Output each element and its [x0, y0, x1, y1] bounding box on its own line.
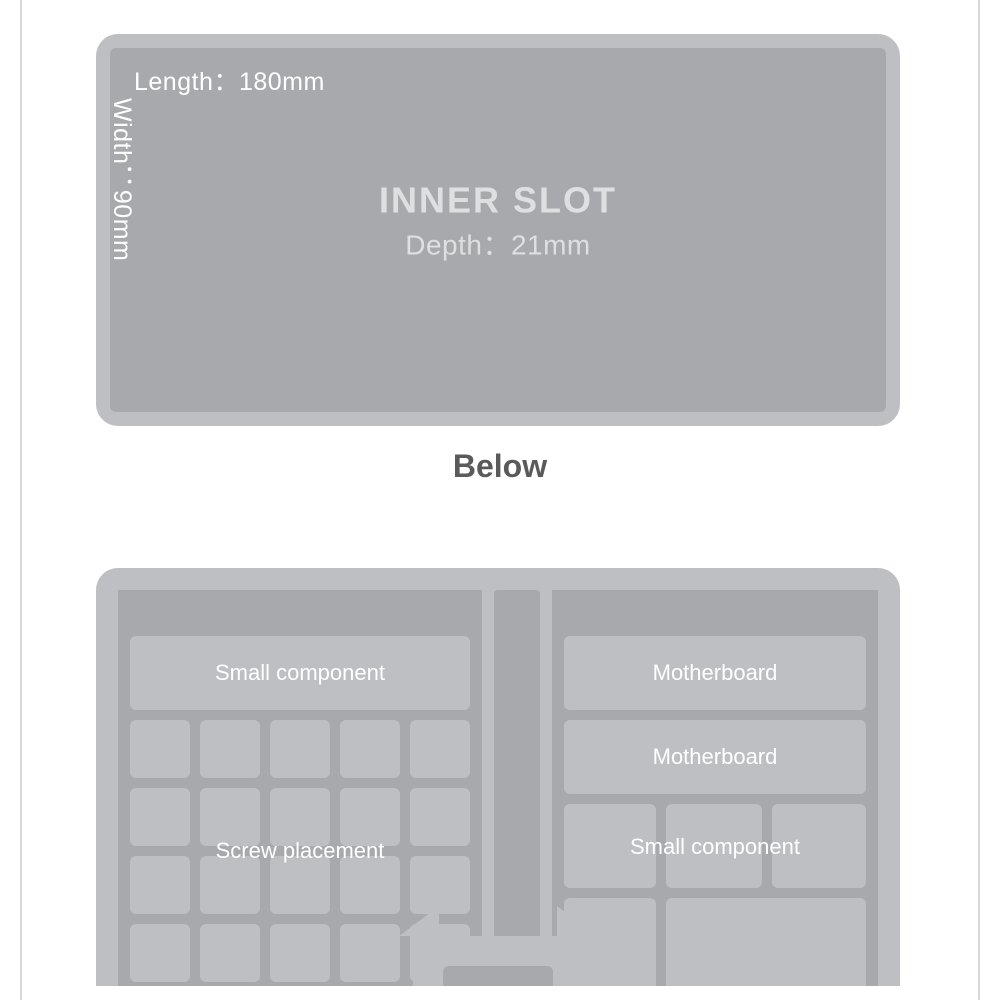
screw-cell [200, 924, 260, 982]
small-component-slot-left: Small component [130, 636, 470, 710]
inner-slot-center-text: INNER SLOT Depth：21mm [379, 180, 617, 264]
screw-cell [270, 720, 330, 778]
screw-cell [200, 788, 260, 846]
screw-cell [340, 924, 400, 982]
screw-cell [340, 856, 400, 914]
layout-center-divider-slot [494, 590, 540, 986]
bottom-slot-right-2 [666, 898, 866, 986]
screw-cell [340, 720, 400, 778]
inner-slot-panel-inner: Length：180mm Width：90mm INNER SLOT Depth… [110, 48, 886, 412]
screw-cell [130, 856, 190, 914]
screw-cell [130, 924, 190, 982]
screw-cell [410, 720, 470, 778]
screw-cell [130, 720, 190, 778]
small-component-slot-right-2 [666, 804, 762, 888]
inner-slot-panel-outer: Length：180mm Width：90mm INNER SLOT Depth… [96, 34, 900, 426]
screw-cell [130, 788, 190, 846]
screw-cell [270, 788, 330, 846]
motherboard-label-2: Motherboard [653, 744, 778, 770]
bottom-notch [413, 936, 583, 986]
depth-dimension-label: Depth：21mm [379, 224, 617, 264]
screw-cell [270, 924, 330, 982]
layout-panel: Small component Screw placement Motherbo… [96, 568, 900, 986]
screw-cell [200, 720, 260, 778]
screw-cell [410, 788, 470, 846]
length-dimension-label: Length：180mm [134, 62, 325, 98]
layout-right-column: Motherboard Motherboard Small component [552, 590, 878, 986]
motherboard-slot-2: Motherboard [564, 720, 866, 794]
screw-cell [270, 856, 330, 914]
small-component-slot-right-1 [564, 804, 656, 888]
small-component-label-left: Small component [215, 660, 385, 686]
screw-cell [340, 788, 400, 846]
section-label-below: Below [0, 448, 1000, 485]
small-component-slot-right-3 [772, 804, 866, 888]
bottom-notch-hole [443, 966, 553, 986]
screw-cell [200, 856, 260, 914]
width-dimension-label: Width：90mm [104, 98, 140, 261]
motherboard-label-1: Motherboard [653, 660, 778, 686]
inner-slot-title: INNER SLOT [379, 180, 617, 222]
motherboard-slot-1: Motherboard [564, 636, 866, 710]
